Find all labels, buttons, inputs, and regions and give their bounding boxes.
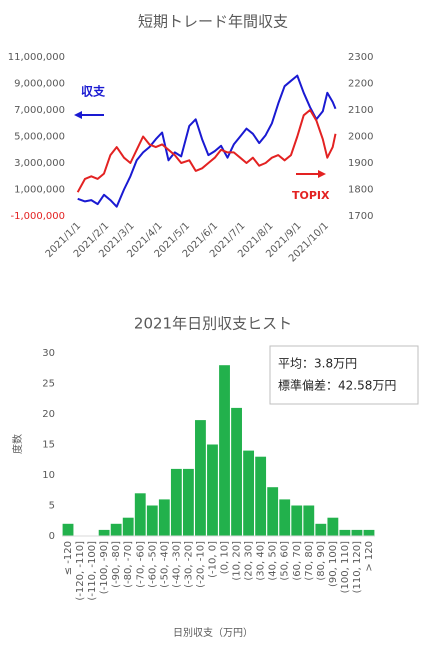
x-tick-label: (20, 30] xyxy=(244,541,255,581)
bar xyxy=(170,468,182,536)
y-tick-label: 15 xyxy=(42,440,55,451)
bar xyxy=(110,523,122,536)
chart-title: 2021年日別収支ヒスト xyxy=(134,315,292,333)
y-tick-label: 25 xyxy=(42,379,55,390)
x-tick-label: (110, 120] xyxy=(352,541,363,593)
x-tick-label: (-20, -10] xyxy=(195,541,206,588)
x-tick-label: (50, 60] xyxy=(280,541,291,581)
x-tick-label: (30, 40] xyxy=(256,541,267,581)
bar xyxy=(207,444,218,536)
bar xyxy=(351,529,363,536)
y-tick-label: 9,000,000 xyxy=(14,79,65,90)
bar xyxy=(134,493,146,536)
annotation: 標準偏差：42.58万円 xyxy=(278,378,396,393)
x-tick-label: (-40, -30] xyxy=(171,541,182,588)
line-series xyxy=(77,74,337,208)
x-tick-label: (60, 70] xyxy=(292,541,303,581)
y-axis-title: 度数 xyxy=(11,434,24,454)
bar xyxy=(195,420,206,536)
y-tick-label: 3,000,000 xyxy=(14,158,65,169)
x-tick-label: (-100, -90] xyxy=(99,541,110,594)
y2-tick-label: 1700 xyxy=(348,211,373,222)
bar xyxy=(158,499,170,536)
y-tick-label: 11,000,000 xyxy=(8,52,65,63)
y-tick-label: -1,000,000 xyxy=(10,211,65,222)
bar xyxy=(255,456,267,536)
bar xyxy=(279,499,291,536)
y2-tick-label: 1800 xyxy=(348,185,373,196)
line-series xyxy=(76,109,337,193)
annotation-box xyxy=(269,345,419,405)
series-label: TOPIX xyxy=(292,189,330,202)
y2-tick-label: 2300 xyxy=(348,52,373,63)
x-tick-label: (-60, -50] xyxy=(147,541,158,588)
x-tick-label: (90, 100] xyxy=(328,541,339,587)
y-tick-label: 20 xyxy=(42,409,55,420)
y2-tick-label: 2200 xyxy=(348,79,373,90)
arrow-head xyxy=(318,170,326,178)
bar xyxy=(363,529,375,536)
x-tick-label: (70, 80] xyxy=(304,541,315,581)
bar xyxy=(339,529,351,536)
x-tick-label: (10, 20] xyxy=(232,541,243,581)
y2-tick-label: 2000 xyxy=(348,132,373,143)
x-tick-label: (-50, -40] xyxy=(159,541,170,588)
y-tick-label: 10 xyxy=(42,470,55,481)
bar xyxy=(231,407,242,536)
y-tick-label: 5 xyxy=(49,501,55,512)
y-tick-label: 30 xyxy=(42,348,55,359)
x-tick-label: (-10, 0] xyxy=(207,541,218,578)
x-tick-label: (-80, -70] xyxy=(123,541,134,588)
x-tick-label: (-120, -110] xyxy=(75,541,86,601)
bar xyxy=(243,450,255,536)
series-label: 収支 xyxy=(81,84,106,99)
x-tick-label: ≤ -120 xyxy=(63,541,74,575)
bar xyxy=(122,517,134,536)
bar xyxy=(98,529,110,536)
chart-title: 短期トレード年間収支 xyxy=(138,13,288,31)
y2-tick-label: 1900 xyxy=(348,158,373,169)
y-tick-label: 1,000,000 xyxy=(14,185,65,196)
x-tick-label: > 120 xyxy=(364,541,375,572)
x-axis-title: 日別収支（万円） xyxy=(173,627,253,639)
x-tick-label: (80, 90] xyxy=(316,541,327,581)
bar xyxy=(219,365,230,536)
y2-tick-label: 2100 xyxy=(348,105,373,116)
x-tick-label: (-30, -20] xyxy=(183,541,194,588)
y-tick-label: 0 xyxy=(49,531,55,542)
x-tick-label: (-110, -100] xyxy=(87,541,98,601)
bar xyxy=(303,505,315,536)
x-tick-label: (40, 50] xyxy=(268,541,279,581)
x-tick-label: (100, 110] xyxy=(340,541,351,593)
bar xyxy=(62,523,74,536)
y-tick-label: 7,000,000 xyxy=(14,105,65,116)
arrow-head xyxy=(74,111,82,119)
bar xyxy=(182,468,194,536)
bar xyxy=(267,487,279,536)
bar xyxy=(327,517,339,536)
x-tick-label: (-90, -80] xyxy=(111,541,122,588)
bar xyxy=(315,523,327,536)
annotation: 平均：3.8万円 xyxy=(278,357,357,371)
x-tick-label: (0, 10] xyxy=(220,541,231,574)
x-tick-label: (-70, -60] xyxy=(135,541,146,588)
bar xyxy=(146,505,158,536)
y-tick-label: 5,000,000 xyxy=(14,132,65,143)
bar xyxy=(291,505,303,536)
